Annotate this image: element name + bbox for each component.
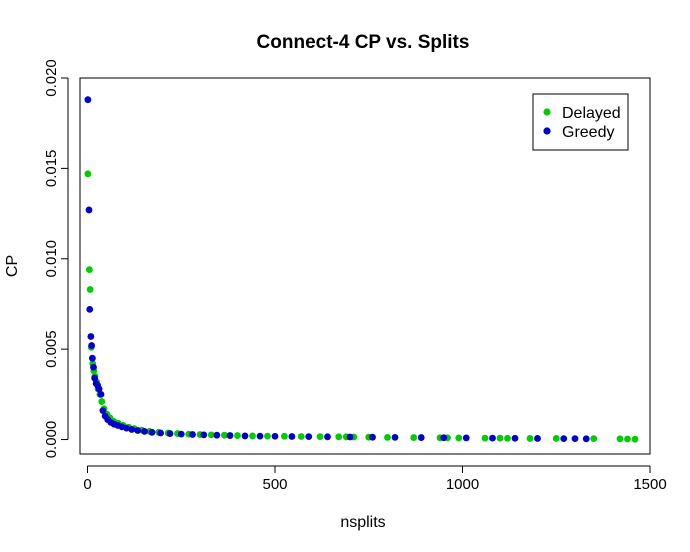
point-greedy bbox=[86, 305, 94, 313]
point-delayed bbox=[526, 435, 534, 442]
point-delayed bbox=[481, 434, 489, 442]
point-greedy bbox=[582, 435, 590, 443]
point-greedy bbox=[189, 431, 196, 438]
y-tick-label: 0.000 bbox=[43, 421, 60, 459]
y-tick-label: 0.005 bbox=[43, 330, 60, 368]
point-greedy bbox=[417, 434, 425, 441]
legend-label-delayed: Delayed bbox=[562, 105, 621, 122]
point-delayed bbox=[220, 431, 228, 439]
x-tick-label: 1500 bbox=[633, 476, 666, 493]
legend-box bbox=[532, 93, 629, 151]
point-greedy bbox=[166, 430, 174, 437]
point-delayed bbox=[234, 432, 241, 439]
point-greedy bbox=[84, 96, 92, 104]
point-greedy bbox=[391, 433, 399, 441]
point-delayed bbox=[624, 435, 631, 443]
point-delayed bbox=[552, 435, 560, 442]
point-delayed bbox=[631, 435, 639, 443]
point-delayed bbox=[207, 431, 215, 439]
point-greedy bbox=[88, 354, 96, 362]
legend-label-greedy: Greedy bbox=[562, 124, 614, 141]
point-delayed bbox=[98, 398, 106, 405]
point-greedy bbox=[91, 374, 99, 382]
y-tick-label: 0.010 bbox=[43, 240, 60, 278]
point-greedy bbox=[226, 432, 234, 439]
point-delayed bbox=[455, 434, 463, 442]
chart-title: Connect-4 CP vs. Splits bbox=[257, 32, 470, 53]
point-delayed bbox=[249, 432, 256, 440]
point-greedy bbox=[369, 433, 376, 441]
point-greedy bbox=[462, 434, 470, 442]
point-delayed bbox=[504, 434, 511, 442]
legend: Delayed Greedy bbox=[532, 93, 629, 151]
point-greedy bbox=[88, 342, 96, 349]
x-axis-label: nsplits bbox=[340, 514, 385, 531]
point-greedy bbox=[241, 432, 249, 440]
point-delayed bbox=[86, 286, 94, 293]
point-delayed bbox=[590, 435, 598, 443]
y-axis-label: CP bbox=[4, 255, 21, 277]
point-greedy bbox=[440, 434, 448, 442]
y-axis: 0.000 0.005 0.010 0.015 0.020 bbox=[43, 59, 69, 459]
point-greedy bbox=[95, 385, 103, 393]
point-delayed bbox=[335, 433, 343, 441]
point-greedy bbox=[288, 433, 296, 440]
legend-marker-delayed bbox=[543, 108, 551, 116]
point-greedy bbox=[134, 427, 142, 434]
point-delayed bbox=[84, 170, 92, 178]
point-greedy bbox=[85, 206, 93, 214]
point-greedy bbox=[571, 435, 579, 443]
x-tick-label: 0 bbox=[83, 476, 91, 493]
point-delayed bbox=[297, 433, 305, 440]
point-greedy bbox=[90, 363, 97, 371]
point-greedy bbox=[489, 434, 496, 442]
point-greedy bbox=[99, 407, 107, 415]
point-greedy bbox=[324, 433, 331, 441]
point-delayed bbox=[316, 433, 324, 441]
x-tick-label: 1000 bbox=[446, 476, 479, 493]
point-greedy bbox=[200, 431, 208, 439]
point-delayed bbox=[264, 432, 271, 440]
point-delayed bbox=[85, 266, 93, 274]
point-delayed bbox=[410, 434, 418, 441]
point-greedy bbox=[256, 432, 264, 440]
point-greedy bbox=[534, 435, 541, 442]
point-delayed bbox=[280, 432, 288, 440]
point-greedy bbox=[305, 433, 313, 441]
point-greedy bbox=[346, 433, 354, 441]
point-greedy bbox=[560, 435, 568, 443]
point-greedy bbox=[271, 432, 279, 440]
point-greedy bbox=[511, 434, 519, 442]
point-greedy bbox=[97, 390, 105, 398]
point-greedy bbox=[141, 428, 148, 435]
point-greedy bbox=[213, 431, 221, 439]
point-greedy bbox=[128, 426, 136, 433]
point-greedy bbox=[123, 424, 130, 432]
point-delayed bbox=[616, 435, 624, 443]
y-tick-label: 0.020 bbox=[43, 59, 60, 97]
plot-frame bbox=[79, 77, 651, 455]
point-delayed bbox=[384, 433, 391, 441]
point-greedy bbox=[87, 333, 95, 340]
legend-marker-greedy bbox=[543, 127, 551, 135]
data-points bbox=[84, 96, 639, 443]
point-delayed bbox=[496, 434, 504, 442]
x-axis: 0 500 1000 1500 bbox=[83, 465, 667, 493]
y-tick-label: 0.015 bbox=[43, 150, 60, 188]
point-greedy bbox=[148, 428, 156, 436]
x-tick-label: 500 bbox=[262, 476, 287, 493]
point-greedy bbox=[157, 429, 165, 437]
point-greedy bbox=[177, 430, 185, 438]
